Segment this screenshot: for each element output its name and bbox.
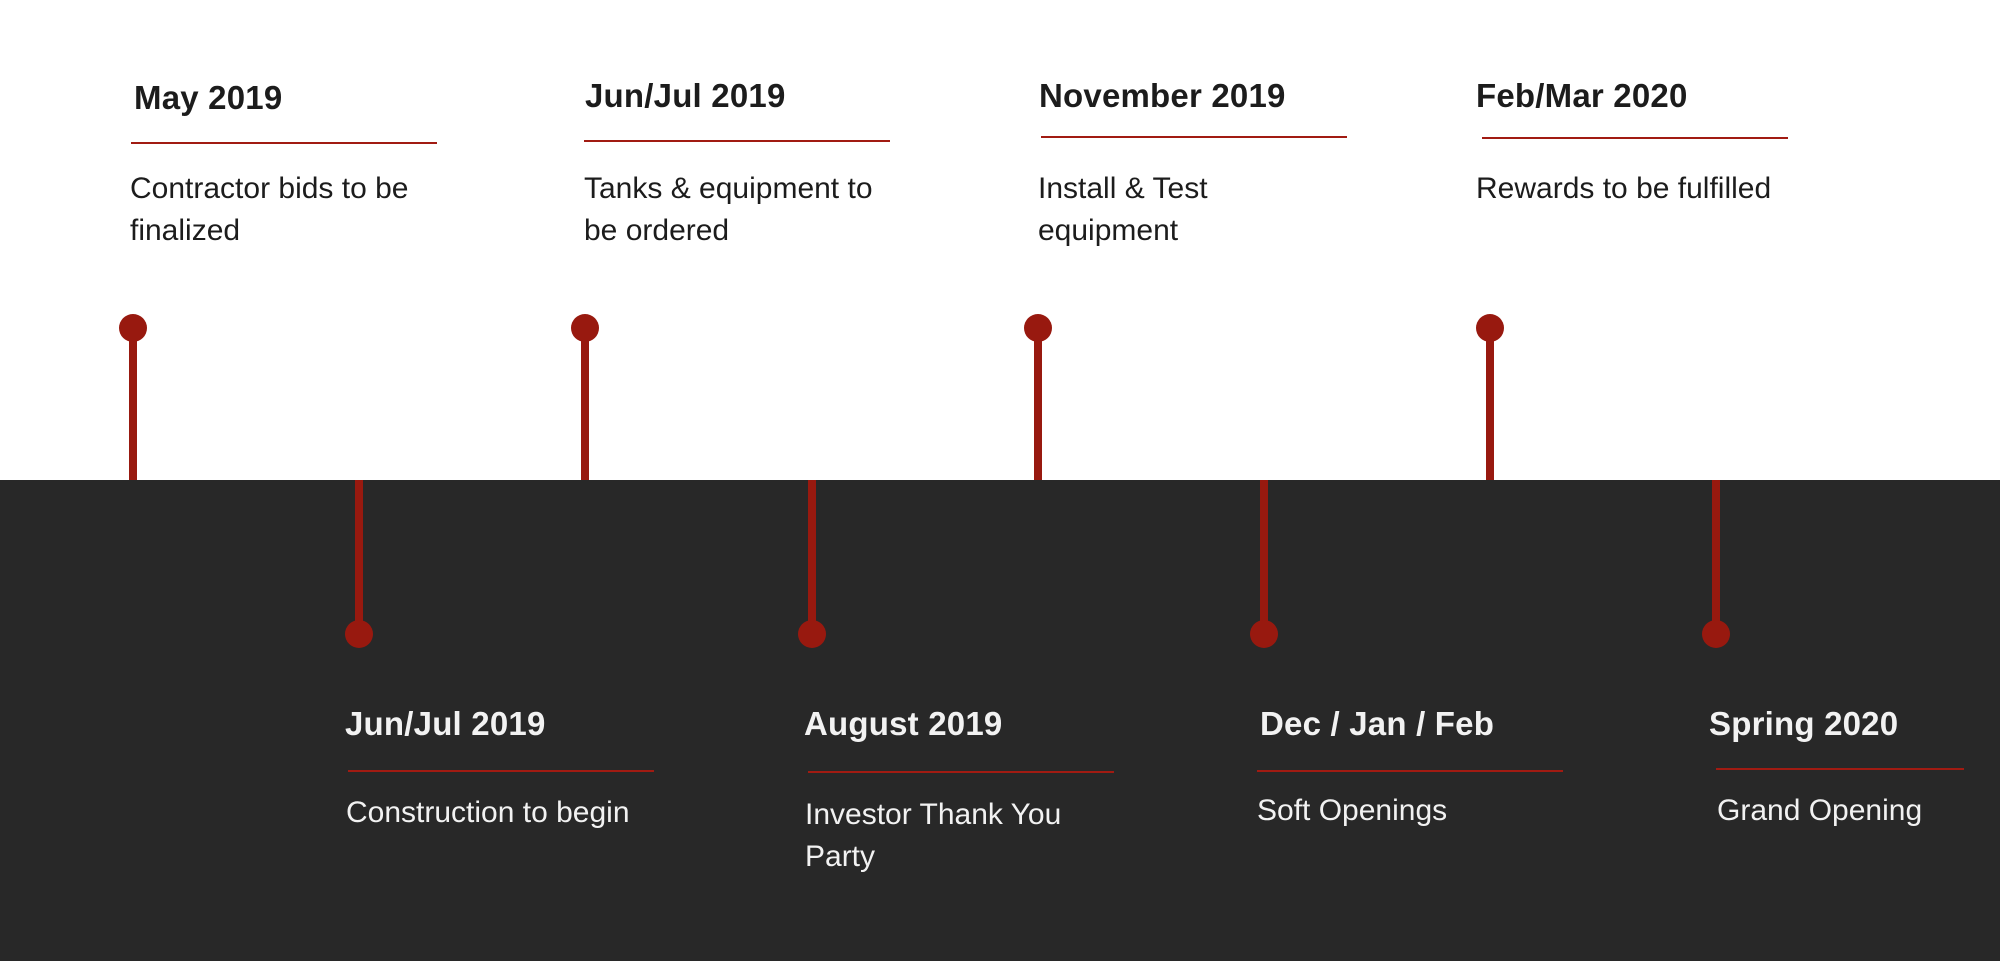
milestone-description: Install & Test equipment (1038, 172, 1208, 247)
milestone-description: Rewards to be fulfilled (1476, 172, 1772, 205)
timeline-stem (355, 480, 363, 634)
milestone-date: Jun/Jul 2019 (345, 705, 546, 742)
milestone-description: Grand Opening (1717, 794, 1923, 827)
timeline-stem (1486, 328, 1494, 480)
timeline-dot (798, 620, 826, 648)
milestone-rule (1041, 136, 1347, 138)
milestone-description: Soft Openings (1257, 794, 1448, 827)
timeline-stem (1260, 480, 1268, 634)
milestone-date: Dec / Jan / Feb (1260, 705, 1495, 742)
milestone-date: Spring 2020 (1709, 705, 1899, 742)
milestone-rule (348, 770, 654, 772)
milestone-description: Contractor bids to be finalized (130, 172, 409, 247)
milestone-rule (131, 142, 437, 144)
timeline-stem (808, 480, 816, 634)
timeline-dot (1250, 620, 1278, 648)
milestone-date: Jun/Jul 2019 (585, 77, 786, 114)
milestone-date: May 2019 (134, 79, 283, 116)
timeline-stem (581, 328, 589, 480)
milestone-description: Construction to begin (346, 796, 630, 829)
milestone-description: Investor Thank You Party (805, 798, 1062, 873)
milestone-rule (1482, 137, 1788, 139)
milestone-rule (584, 140, 890, 142)
milestone-description: Tanks & equipment to be ordered (584, 172, 873, 247)
milestone-date: November 2019 (1039, 77, 1286, 114)
dark-band (0, 480, 2000, 961)
timeline-stem (129, 328, 137, 480)
milestone-rule (808, 771, 1114, 773)
timeline-stem (1712, 480, 1720, 634)
timeline-dot (345, 620, 373, 648)
timeline-dot (1702, 620, 1730, 648)
milestone-rule (1257, 770, 1563, 772)
milestone-date: Feb/Mar 2020 (1476, 77, 1688, 114)
timeline-stem (1034, 328, 1042, 480)
milestone-rule (1716, 768, 1964, 770)
milestone-date: August 2019 (804, 705, 1003, 742)
